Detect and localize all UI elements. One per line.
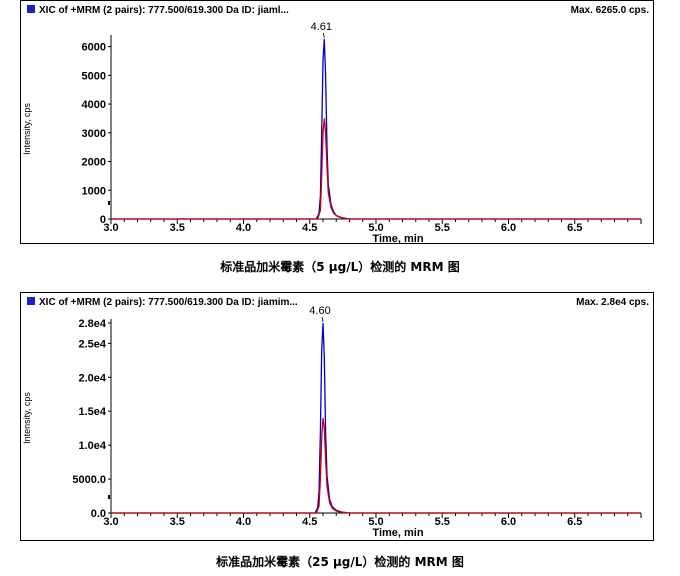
y-tick-label: 0.0 bbox=[91, 508, 106, 520]
x-tick-label: 4.0 bbox=[236, 516, 251, 528]
chart-title: XIC of +MRM (2 pairs): 777.500/619.300 D… bbox=[39, 297, 298, 308]
x-tick-label: 6.5 bbox=[567, 516, 582, 528]
x-tick-label: 4.5 bbox=[302, 222, 317, 234]
y-tick-label: 1000 bbox=[82, 185, 106, 197]
max-intensity-label: Max. 6265.0 cps. bbox=[571, 5, 650, 16]
axis-marker bbox=[108, 201, 110, 205]
y-tick-label: 5000.0 bbox=[72, 474, 106, 486]
chart-svg-5ugL: XIC of +MRM (2 pairs): 777.500/619.300 D… bbox=[22, 5, 650, 245]
y-tick-label: 0 bbox=[100, 214, 106, 226]
y-axis-title: Intensity, cps bbox=[22, 392, 32, 444]
y-tick-label: 4000 bbox=[82, 99, 106, 111]
series-line-1 bbox=[111, 322, 641, 514]
chart-svg-25ugL: XIC of +MRM (2 pairs): 777.500/619.300 D… bbox=[22, 297, 649, 539]
x-tick-label: 6.0 bbox=[501, 516, 516, 528]
y-tick-label: 6000 bbox=[82, 42, 106, 54]
chart-caption-25ugL: 标准品加米霉素（25 μg/L）检测的 MRM 图 bbox=[216, 555, 464, 569]
x-axis-title: Time, min bbox=[372, 527, 423, 539]
series-line-2 bbox=[111, 417, 641, 514]
legend-square-icon bbox=[27, 5, 35, 13]
y-tick-label: 2.8e4 bbox=[78, 318, 106, 330]
x-axis-title: Time, min bbox=[372, 233, 423, 243]
y-tick-label: 3000 bbox=[82, 128, 106, 140]
peak-leader-line bbox=[321, 316, 324, 323]
chart-title: XIC of +MRM (2 pairs): 777.500/619.300 D… bbox=[39, 5, 289, 16]
max-intensity-label: Max. 2.8e4 cps. bbox=[576, 297, 649, 308]
x-tick-label: 6.5 bbox=[567, 222, 582, 234]
series-line-1 bbox=[111, 38, 641, 220]
x-tick-label: 3.5 bbox=[170, 516, 185, 528]
x-tick-label: 4.5 bbox=[302, 516, 317, 528]
x-tick-label: 3.0 bbox=[103, 222, 118, 234]
x-tick-label: 5.0 bbox=[368, 222, 383, 234]
y-tick-label: 2000 bbox=[82, 157, 106, 169]
x-tick-label: 3.5 bbox=[170, 222, 185, 234]
y-tick-label: 2.0e4 bbox=[78, 372, 106, 384]
x-tick-label: 5.0 bbox=[368, 516, 383, 528]
peak-leader-line bbox=[322, 32, 325, 39]
y-tick-label: 2.5e4 bbox=[78, 338, 106, 350]
x-tick-label: 5.5 bbox=[435, 516, 450, 528]
x-tick-label: 6.0 bbox=[501, 222, 516, 234]
legend-square-icon bbox=[27, 297, 35, 305]
chart-panel-5ugL: XIC of +MRM (2 pairs): 777.500/619.300 D… bbox=[20, 0, 654, 245]
peak-time-label: 4.61 bbox=[311, 21, 332, 33]
x-tick-label: 5.5 bbox=[435, 222, 450, 234]
series-line-2 bbox=[111, 118, 641, 220]
chart-panel-25ugL: XIC of +MRM (2 pairs): 777.500/619.300 D… bbox=[20, 292, 654, 541]
y-tick-label: 1.0e4 bbox=[78, 440, 106, 452]
x-tick-label: 3.0 bbox=[103, 516, 118, 528]
chart-caption-5ugL: 标准品加米霉素（5 μg/L）检测的 MRM 图 bbox=[220, 260, 460, 274]
x-tick-label: 4.0 bbox=[236, 222, 251, 234]
y-axis-title: Intensity, cps bbox=[22, 103, 32, 155]
axis-marker bbox=[108, 495, 110, 499]
y-tick-label: 1.5e4 bbox=[78, 406, 106, 418]
peak-time-label: 4.60 bbox=[309, 305, 330, 317]
y-tick-label: 5000 bbox=[82, 70, 106, 82]
